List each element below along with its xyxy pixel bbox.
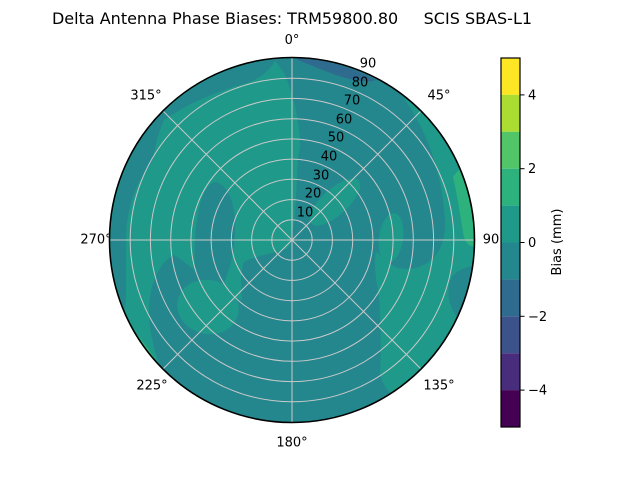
contour-band-neg1-to-0-west-blob [194,182,236,296]
contour-band-1-to-2-east-sliver [453,169,475,247]
colorbar-tick-n2: −2 [528,310,547,325]
angle-label-225: 225° [136,379,167,394]
colorbar-tick-0: 0 [528,236,536,251]
chart-title: Delta Antenna Phase Biases: TRM59800.80 … [51,9,533,28]
colorbar: 4 2 0 −2 −4 Bias (mm) [500,57,565,428]
colorbar-tick-labels: 4 2 0 −2 −4 [528,88,547,398]
radial-label-80: 80 [352,76,369,91]
colorbar-axis-label: Bias (mm) [550,209,565,276]
colorbar-band-n3-n2 [501,316,520,354]
angle-label-90: 90 [483,233,500,248]
radial-tick-labels: 10 20 30 40 50 60 70 80 90 [297,57,377,221]
colorbar-band-n1-0 [501,242,520,280]
angle-label-45: 45° [427,89,450,104]
colorbar-tick-2: 2 [528,162,536,177]
contour-band-neg1-to-0-east-rim-lens [448,266,472,317]
radial-label-30: 30 [313,169,330,184]
radial-label-50: 50 [328,131,345,146]
contour-green-inlet-east [378,213,404,263]
colorbar-band-n2-n1 [501,279,520,317]
radial-label-60: 60 [336,113,353,128]
radial-label-70: 70 [344,94,361,109]
polar-outline [108,56,476,424]
contour-band-1-to-2-southwest-spot [134,331,155,359]
angle-label-135: 135° [423,379,454,394]
polar-axes: 10 20 30 40 50 60 70 80 90 0° 45° 90 135… [80,33,499,451]
colorbar-band-1-2 [501,168,520,206]
colorbar-bands [501,58,520,427]
angle-tick-labels: 0° 45° 90 135° 180° 225° 270° 315° [80,33,499,451]
angle-label-0: 0° [285,33,300,48]
contour-green-tongue-southwest [177,279,239,335]
radial-label-40: 40 [321,150,338,165]
colorbar-band-0-1 [501,205,520,243]
radial-label-20: 20 [305,187,322,202]
angle-label-270: 270° [80,233,111,248]
colorbar-tick-n4: −4 [528,384,547,399]
contour-band-neg2-to-neg1-north-sliver [298,58,376,82]
angle-label-315: 315° [130,89,161,104]
colorbar-band-3-4 [501,94,520,132]
colorbar-ticks [520,94,525,391]
colorbar-band-2-3 [501,131,520,169]
colorbar-band-4-5 [501,58,520,95]
angle-label-180: 180° [276,436,307,451]
colorbar-tick-4: 4 [528,88,536,103]
radial-label-90: 90 [360,57,377,72]
colorbar-band-n5-n4 [501,390,520,427]
colorbar-band-n4-n3 [501,353,520,391]
radial-label-10: 10 [297,206,314,221]
polar-grid [110,58,474,422]
